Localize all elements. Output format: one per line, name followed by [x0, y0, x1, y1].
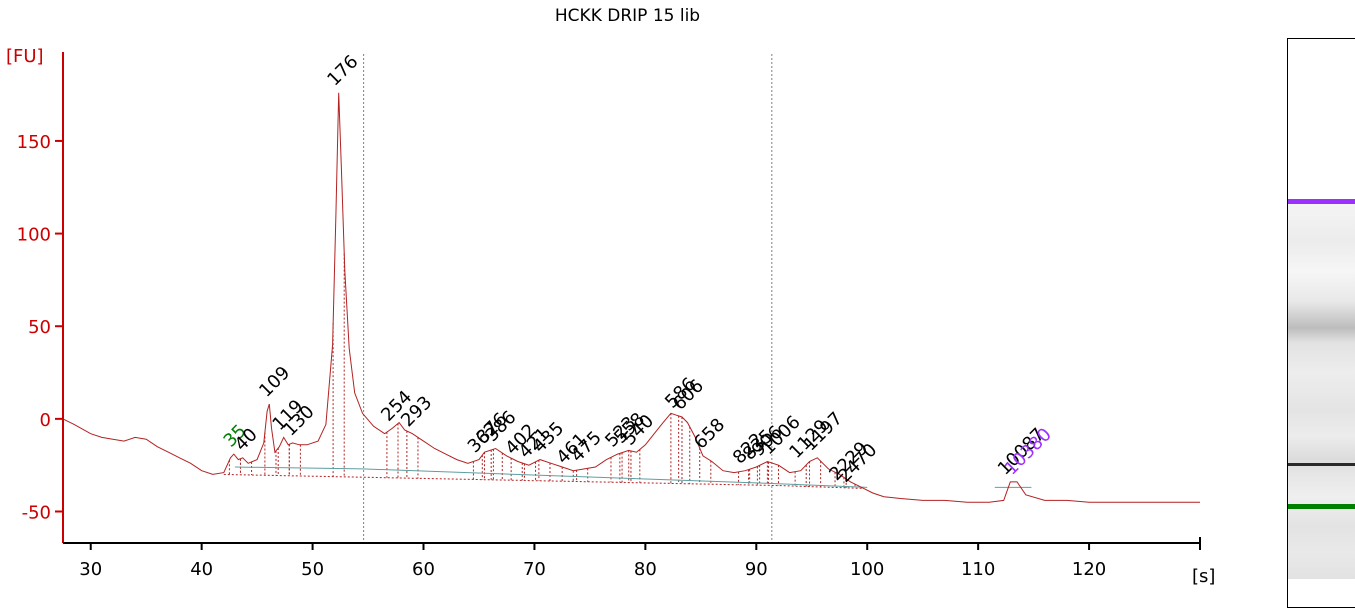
gel-image	[1287, 38, 1355, 608]
x-axis-label: [s]	[1192, 566, 1215, 587]
baseline-3	[778, 483, 868, 488]
y-tick-label: 50	[28, 317, 51, 338]
x-tick-label: 100	[850, 559, 884, 580]
peak-label: 109	[255, 362, 294, 401]
gel-lane	[1288, 204, 1355, 579]
peak-label: 176	[323, 51, 362, 90]
baseline-1	[234, 466, 363, 470]
chart-title: HCKK DRIP 15 lib	[554, 6, 701, 26]
upper-marker-band	[1288, 199, 1355, 204]
x-tick-label: 30	[79, 559, 102, 580]
y-axis-label: [FU]	[6, 46, 44, 67]
x-tick-label: 40	[190, 559, 213, 580]
lower-marker-band	[1288, 504, 1355, 509]
baseline-2	[362, 468, 779, 485]
x-tick-label: 120	[1072, 559, 1106, 580]
peak-label: 658	[690, 414, 729, 453]
trace-line	[62, 92, 1200, 503]
x-tick-label: 50	[301, 559, 324, 580]
axes: -50 0 50 100 150 30 40 50 60 70 80 90 100 110 120	[17, 52, 1201, 580]
main-band	[1288, 463, 1355, 466]
y-tick-label: -50	[22, 503, 51, 524]
x-tick-label: 110	[961, 559, 995, 580]
region-dividers	[363, 54, 773, 543]
x-tick-label: 90	[745, 559, 768, 580]
trace-layer	[62, 92, 1200, 503]
y-tick-label: 100	[17, 225, 51, 246]
x-tick-label: 70	[523, 559, 546, 580]
x-tick-label: 80	[634, 559, 657, 580]
x-tick-label: 60	[412, 559, 435, 580]
y-tick-label: 0	[40, 410, 51, 431]
integration-envelope	[223, 473, 862, 489]
y-tick-label: 150	[17, 132, 51, 153]
